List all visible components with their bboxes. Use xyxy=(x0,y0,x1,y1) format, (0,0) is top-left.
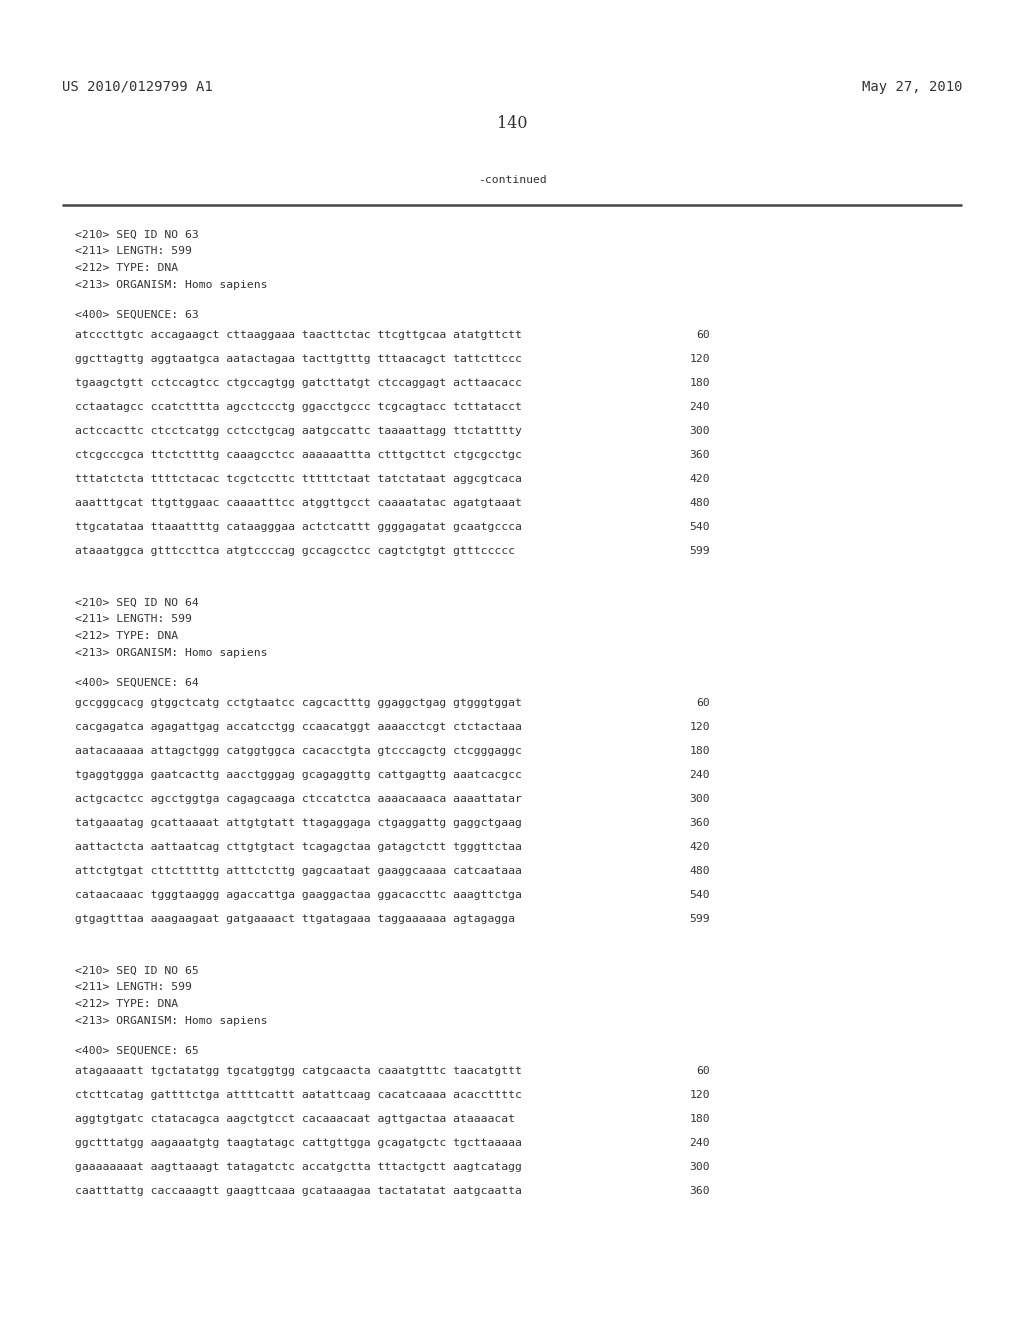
Text: atagaaaatt tgctatatgg tgcatggtgg catgcaacta caaatgtttc taacatgttt: atagaaaatt tgctatatgg tgcatggtgg catgcaa… xyxy=(75,1067,522,1076)
Text: 60: 60 xyxy=(696,330,710,341)
Text: <213> ORGANISM: Homo sapiens: <213> ORGANISM: Homo sapiens xyxy=(75,1015,267,1026)
Text: 180: 180 xyxy=(689,378,710,388)
Text: ataaatggca gtttccttca atgtccccag gccagcctcc cagtctgtgt gtttccccc: ataaatggca gtttccttca atgtccccag gccagcc… xyxy=(75,546,515,556)
Text: gtgagtttaa aaagaagaat gatgaaaact ttgatagaaa taggaaaaaa agtagagga: gtgagtttaa aaagaagaat gatgaaaact ttgatag… xyxy=(75,913,515,924)
Text: 360: 360 xyxy=(689,1185,710,1196)
Text: <213> ORGANISM: Homo sapiens: <213> ORGANISM: Homo sapiens xyxy=(75,280,267,289)
Text: cctaatagcc ccatctttta agcctccctg ggacctgccc tcgcagtacc tcttatacct: cctaatagcc ccatctttta agcctccctg ggacctg… xyxy=(75,403,522,412)
Text: actccacttc ctcctcatgg cctcctgcag aatgccattc taaaattagg ttctatttty: actccacttc ctcctcatgg cctcctgcag aatgcca… xyxy=(75,426,522,436)
Text: ggctttatgg aagaaatgtg taagtatagc cattgttgga gcagatgctc tgcttaaaaa: ggctttatgg aagaaatgtg taagtatagc cattgtt… xyxy=(75,1138,522,1148)
Text: 360: 360 xyxy=(689,450,710,459)
Text: <213> ORGANISM: Homo sapiens: <213> ORGANISM: Homo sapiens xyxy=(75,648,267,657)
Text: 120: 120 xyxy=(689,722,710,733)
Text: <210> SEQ ID NO 65: <210> SEQ ID NO 65 xyxy=(75,966,199,975)
Text: aaatttgcat ttgttggaac caaaatttcc atggttgcct caaaatatac agatgtaaat: aaatttgcat ttgttggaac caaaatttcc atggttg… xyxy=(75,498,522,508)
Text: 240: 240 xyxy=(689,403,710,412)
Text: 60: 60 xyxy=(696,1067,710,1076)
Text: 300: 300 xyxy=(689,426,710,436)
Text: -continued: -continued xyxy=(477,176,547,185)
Text: ggcttagttg aggtaatgca aatactagaa tacttgtttg tttaacagct tattcttccc: ggcttagttg aggtaatgca aatactagaa tacttgt… xyxy=(75,354,522,364)
Text: 240: 240 xyxy=(689,770,710,780)
Text: caatttattg caccaaagtt gaagttcaaa gcataaagaa tactatatat aatgcaatta: caatttattg caccaaagtt gaagttcaaa gcataaa… xyxy=(75,1185,522,1196)
Text: <211> LENGTH: 599: <211> LENGTH: 599 xyxy=(75,615,191,624)
Text: 120: 120 xyxy=(689,1090,710,1100)
Text: 180: 180 xyxy=(689,746,710,756)
Text: cacgagatca agagattgag accatcctgg ccaacatggt aaaacctcgt ctctactaaa: cacgagatca agagattgag accatcctgg ccaacat… xyxy=(75,722,522,733)
Text: <211> LENGTH: 599: <211> LENGTH: 599 xyxy=(75,982,191,993)
Text: <212> TYPE: DNA: <212> TYPE: DNA xyxy=(75,263,178,273)
Text: 540: 540 xyxy=(689,890,710,900)
Text: 599: 599 xyxy=(689,913,710,924)
Text: <400> SEQUENCE: 65: <400> SEQUENCE: 65 xyxy=(75,1045,199,1056)
Text: <400> SEQUENCE: 63: <400> SEQUENCE: 63 xyxy=(75,310,199,319)
Text: 480: 480 xyxy=(689,498,710,508)
Text: US 2010/0129799 A1: US 2010/0129799 A1 xyxy=(62,81,213,94)
Text: ctcttcatag gattttctga attttcattt aatattcaag cacatcaaaa acaccttttc: ctcttcatag gattttctga attttcattt aatattc… xyxy=(75,1090,522,1100)
Text: 300: 300 xyxy=(689,795,710,804)
Text: aatacaaaaa attagctggg catggtggca cacacctgta gtcccagctg ctcgggaggc: aatacaaaaa attagctggg catggtggca cacacct… xyxy=(75,746,522,756)
Text: 420: 420 xyxy=(689,842,710,851)
Text: 180: 180 xyxy=(689,1114,710,1125)
Text: 420: 420 xyxy=(689,474,710,484)
Text: 60: 60 xyxy=(696,698,710,708)
Text: 120: 120 xyxy=(689,354,710,364)
Text: ctcgcccgca ttctcttttg caaagcctcc aaaaaattta ctttgcttct ctgcgcctgc: ctcgcccgca ttctcttttg caaagcctcc aaaaaat… xyxy=(75,450,522,459)
Text: gccgggcacg gtggctcatg cctgtaatcc cagcactttg ggaggctgag gtgggtggat: gccgggcacg gtggctcatg cctgtaatcc cagcact… xyxy=(75,698,522,708)
Text: 140: 140 xyxy=(497,115,527,132)
Text: atcccttgtc accagaagct cttaaggaaa taacttctac ttcgttgcaa atatgttctt: atcccttgtc accagaagct cttaaggaaa taacttc… xyxy=(75,330,522,341)
Text: tatgaaatag gcattaaaat attgtgtatt ttagaggaga ctgaggattg gaggctgaag: tatgaaatag gcattaaaat attgtgtatt ttagagg… xyxy=(75,818,522,828)
Text: aggtgtgatc ctatacagca aagctgtcct cacaaacaat agttgactaa ataaaacat: aggtgtgatc ctatacagca aagctgtcct cacaaac… xyxy=(75,1114,515,1125)
Text: <212> TYPE: DNA: <212> TYPE: DNA xyxy=(75,631,178,642)
Text: <400> SEQUENCE: 64: <400> SEQUENCE: 64 xyxy=(75,678,199,688)
Text: May 27, 2010: May 27, 2010 xyxy=(861,81,962,94)
Text: <210> SEQ ID NO 63: <210> SEQ ID NO 63 xyxy=(75,230,199,240)
Text: tgaggtggga gaatcacttg aacctgggag gcagaggttg cattgagttg aaatcacgcc: tgaggtggga gaatcacttg aacctgggag gcagagg… xyxy=(75,770,522,780)
Text: <211> LENGTH: 599: <211> LENGTH: 599 xyxy=(75,247,191,256)
Text: 360: 360 xyxy=(689,818,710,828)
Text: 480: 480 xyxy=(689,866,710,876)
Text: <212> TYPE: DNA: <212> TYPE: DNA xyxy=(75,999,178,1008)
Text: 300: 300 xyxy=(689,1162,710,1172)
Text: tttatctcta ttttctacac tcgctccttc tttttctaat tatctataat aggcgtcaca: tttatctcta ttttctacac tcgctccttc tttttct… xyxy=(75,474,522,484)
Text: attctgtgat cttctttttg atttctcttg gagcaataat gaaggcaaaa catcaataaa: attctgtgat cttctttttg atttctcttg gagcaat… xyxy=(75,866,522,876)
Text: <210> SEQ ID NO 64: <210> SEQ ID NO 64 xyxy=(75,598,199,609)
Text: gaaaaaaaat aagttaaagt tatagatctc accatgctta tttactgctt aagtcatagg: gaaaaaaaat aagttaaagt tatagatctc accatgc… xyxy=(75,1162,522,1172)
Text: cataacaaac tgggtaaggg agaccattga gaaggactaa ggacaccttc aaagttctga: cataacaaac tgggtaaggg agaccattga gaaggac… xyxy=(75,890,522,900)
Text: ttgcatataa ttaaattttg cataagggaa actctcattt ggggagatat gcaatgccca: ttgcatataa ttaaattttg cataagggaa actctca… xyxy=(75,521,522,532)
Text: 540: 540 xyxy=(689,521,710,532)
Text: 599: 599 xyxy=(689,546,710,556)
Text: 240: 240 xyxy=(689,1138,710,1148)
Text: aattactcta aattaatcag cttgtgtact tcagagctaa gatagctctt tgggttctaa: aattactcta aattaatcag cttgtgtact tcagagc… xyxy=(75,842,522,851)
Text: tgaagctgtt cctccagtcc ctgccagtgg gatcttatgt ctccaggagt acttaacacc: tgaagctgtt cctccagtcc ctgccagtgg gatctta… xyxy=(75,378,522,388)
Text: actgcactcc agcctggtga cagagcaaga ctccatctca aaaacaaaca aaaattatar: actgcactcc agcctggtga cagagcaaga ctccatc… xyxy=(75,795,522,804)
